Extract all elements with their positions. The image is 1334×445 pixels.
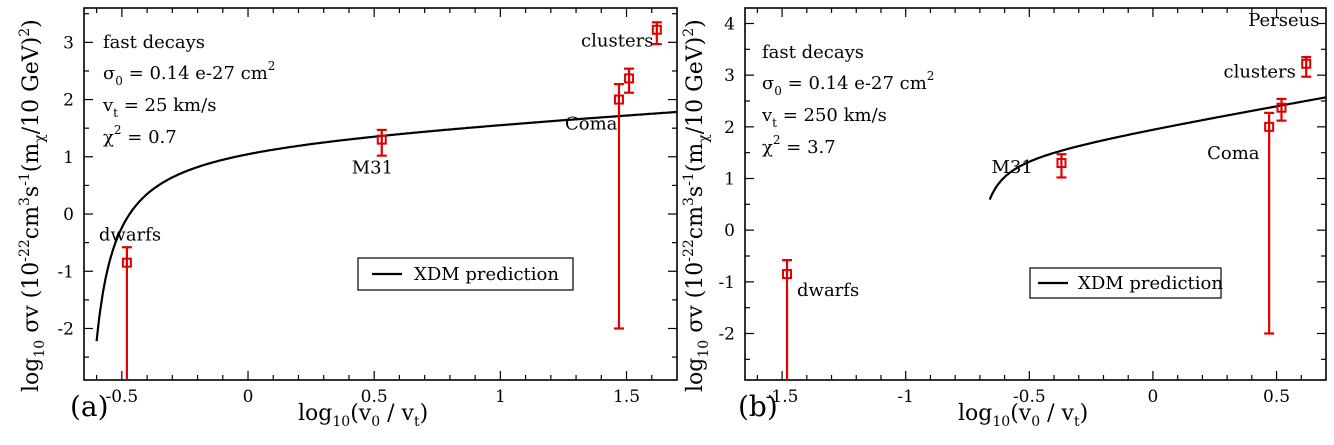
x-tick-label: 0.5 (361, 387, 388, 407)
prediction-curve-b (988, 96, 1327, 201)
data-point-Coma: Coma (1207, 111, 1275, 335)
point-marker (624, 73, 635, 84)
xdm-prediction-line (988, 96, 1327, 201)
point-marker (1276, 102, 1287, 113)
data-point-dwarfs: dwarfs (782, 259, 859, 380)
point-marker (1301, 58, 1312, 69)
annotation-chi2: χ2 = 3.7 (762, 133, 836, 158)
data-point-M31: M31 (352, 128, 393, 179)
y-tick-label: 3 (724, 66, 735, 86)
x-tick-label: -1 (897, 387, 914, 407)
x-tick-label: 0.5 (1263, 387, 1290, 407)
annotation-chi2: χ2 = 0.7 (103, 123, 177, 148)
y-tick-label: 3 (63, 33, 74, 53)
prediction-curve-a (95, 110, 677, 342)
point-label: Coma (1207, 143, 1260, 164)
x-axis-label-a: log10(v0 / vt) (298, 401, 428, 430)
x-axis-label-b: log10(v0 / vt) (958, 401, 1088, 430)
axis-ticks-a: -0.5 0 0.5 1 1.5 -2 -1 0 1 2 3 (57, 8, 677, 407)
point-label: Perseus (1248, 10, 1319, 31)
y-tick-label: 2 (63, 91, 74, 111)
annotation-vt: vt = 250 km/s (761, 105, 887, 130)
annotation-line1: fast decays (762, 42, 864, 63)
point-label: M31 (352, 158, 393, 179)
data-point-Perseus: Perseus (583, 0, 662, 46)
point-label: dwarfs (797, 280, 859, 301)
point-marker (651, 24, 662, 35)
data-point-Perseus: Perseus (1248, 10, 1320, 78)
legend-b: XDM prediction (1029, 267, 1223, 299)
y-tick-label: -2 (57, 319, 74, 339)
y-tick-label: -1 (57, 262, 74, 282)
point-marker (613, 94, 624, 105)
y-tick-label: -1 (718, 273, 735, 293)
panel-a: -0.5 0 0.5 1 1.5 -2 -1 0 1 2 3 dwarfs M31 Coma cluste… (17, 0, 678, 430)
panel-b: -1.5 -1 -0.5 0 0.5 -2 -1 0 1 2 3 4 dwarfs M31 Coma clu… (681, 7, 1327, 430)
x-tick-label: 1.5 (613, 387, 640, 407)
data-point-clusters: clusters (1223, 62, 1296, 122)
point-marker (1056, 158, 1067, 168)
data-point-clusters: clusters (581, 30, 653, 94)
point-label: Coma (565, 114, 618, 135)
data-points-b: dwarfs M31 Coma clusters Perseus (782, 10, 1320, 380)
y-tick-label: 0 (724, 221, 735, 241)
point-label: clusters (1223, 62, 1295, 83)
point-marker (1264, 121, 1275, 132)
x-tick-label: 0 (243, 387, 254, 407)
y-tick-label: 2 (724, 118, 735, 138)
x-tick-label: 1 (495, 387, 506, 407)
point-marker (376, 134, 387, 145)
y-axis-label-b: log10 σv (10-22cm3s-1(mχ/10 GeV)2) (681, 19, 712, 392)
y-tick-label: -2 (718, 325, 735, 345)
y-axis-label-a: log10 σv (10-22cm3s-1(mχ/10 GeV)2) (17, 19, 48, 392)
plot-frame-b (744, 7, 1327, 381)
legend-a: XDM prediction (357, 257, 574, 291)
x-tick-label: -1.5 (766, 387, 799, 407)
data-point-dwarfs: dwarfs (99, 225, 161, 380)
data-points-a: dwarfs M31 Coma clusters Perseus (99, 0, 662, 380)
data-point-Coma: Coma (565, 83, 624, 330)
legend-label-a: XDM prediction (414, 264, 559, 285)
y-tick-label: 4 (724, 15, 735, 35)
point-label: dwarfs (99, 225, 161, 246)
point-marker (782, 269, 793, 280)
annotation-sigma: σ0 = 0.14 e-27 cm2 (762, 69, 934, 98)
panel-label-a: (a) (70, 390, 109, 423)
point-label: Perseus (583, 0, 654, 1)
x-tick-label: -0.5 (105, 387, 138, 407)
x-tick-label: 0 (1148, 387, 1159, 407)
xdm-prediction-line (95, 110, 677, 342)
axis-ticks-b: -1.5 -1 -0.5 0 0.5 -2 -1 0 1 2 3 4 (718, 8, 1326, 407)
annotation-sigma: σ0 = 0.14 e-27 cm2 (103, 59, 275, 88)
panel-label-b: (b) (738, 390, 778, 423)
point-label: clusters (581, 30, 653, 51)
x-tick-label: -0.5 (1013, 387, 1046, 407)
y-tick-label: 0 (63, 205, 74, 225)
y-tick-label: 1 (63, 148, 74, 168)
plot-frame-a (83, 7, 678, 381)
point-label: M31 (991, 157, 1032, 178)
annotation-vt: vt = 25 km/s (102, 95, 216, 120)
annotation-a: fast decays σ0 = 0.14 e-27 cm2 vt = 25 k… (102, 32, 275, 148)
annotation-b: fast decays σ0 = 0.14 e-27 cm2 vt = 250 … (761, 42, 934, 158)
legend-label-b: XDM prediction (1078, 273, 1223, 294)
point-marker (121, 257, 132, 268)
data-point-M31: M31 (991, 153, 1067, 179)
y-tick-label: 1 (724, 170, 735, 190)
annotation-line1: fast decays (103, 32, 205, 53)
